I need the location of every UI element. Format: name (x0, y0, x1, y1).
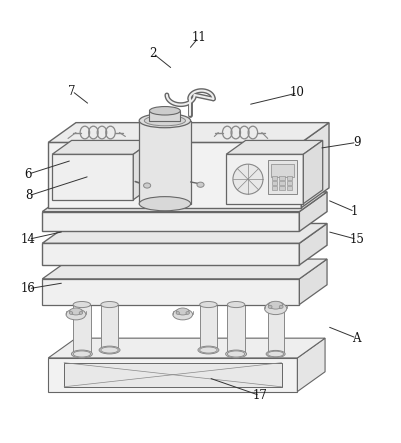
Bar (287, 176, 292, 179)
Polygon shape (150, 111, 180, 120)
Ellipse shape (226, 350, 247, 358)
Ellipse shape (73, 302, 91, 307)
Text: 7: 7 (68, 85, 76, 97)
Ellipse shape (176, 308, 189, 315)
Polygon shape (43, 279, 300, 304)
Text: 10: 10 (290, 86, 305, 100)
Ellipse shape (266, 350, 285, 358)
Polygon shape (43, 212, 300, 231)
Ellipse shape (139, 113, 190, 128)
Polygon shape (226, 140, 323, 154)
Text: 8: 8 (25, 189, 32, 202)
Text: A: A (352, 332, 361, 345)
Ellipse shape (268, 302, 284, 307)
Polygon shape (303, 140, 323, 204)
Polygon shape (301, 123, 329, 208)
Bar (101, 304, 118, 350)
Ellipse shape (198, 346, 219, 354)
Polygon shape (52, 154, 133, 200)
Polygon shape (300, 192, 327, 231)
Ellipse shape (73, 351, 91, 357)
Bar (279, 176, 285, 179)
Ellipse shape (70, 308, 82, 315)
Ellipse shape (99, 346, 120, 354)
Ellipse shape (79, 311, 83, 315)
Ellipse shape (144, 116, 186, 126)
Ellipse shape (101, 347, 118, 353)
Circle shape (233, 164, 263, 194)
Polygon shape (48, 123, 329, 142)
Polygon shape (43, 192, 327, 212)
Ellipse shape (101, 302, 118, 307)
Ellipse shape (268, 351, 284, 357)
Text: 16: 16 (21, 282, 36, 295)
Bar (64, 363, 282, 387)
Bar (272, 181, 277, 185)
Polygon shape (48, 358, 298, 392)
Bar (272, 176, 277, 179)
Bar (287, 181, 292, 185)
Text: 11: 11 (191, 31, 206, 44)
Bar (268, 160, 298, 194)
Ellipse shape (173, 309, 192, 320)
Polygon shape (226, 154, 303, 204)
Text: 17: 17 (252, 389, 267, 402)
Ellipse shape (279, 305, 283, 308)
Text: 15: 15 (349, 233, 364, 246)
Ellipse shape (227, 302, 245, 307)
Bar (268, 304, 284, 354)
Ellipse shape (265, 303, 287, 315)
Ellipse shape (139, 197, 190, 211)
Bar (279, 181, 285, 185)
Ellipse shape (227, 351, 245, 357)
Polygon shape (300, 223, 327, 265)
Bar (200, 304, 217, 350)
Polygon shape (52, 140, 153, 154)
Text: 6: 6 (25, 167, 32, 181)
Text: 14: 14 (21, 233, 36, 246)
Ellipse shape (186, 311, 189, 315)
Ellipse shape (144, 183, 151, 188)
Ellipse shape (69, 311, 73, 315)
Text: 9: 9 (353, 136, 360, 149)
Polygon shape (298, 338, 325, 392)
Polygon shape (139, 120, 190, 204)
Ellipse shape (197, 182, 204, 187)
Ellipse shape (200, 347, 217, 353)
Bar (227, 304, 245, 354)
Bar (287, 187, 292, 190)
Bar (73, 304, 91, 354)
Ellipse shape (150, 106, 180, 115)
Ellipse shape (268, 305, 272, 308)
Polygon shape (43, 259, 327, 279)
Ellipse shape (176, 311, 180, 315)
Ellipse shape (269, 301, 283, 309)
Polygon shape (48, 142, 301, 208)
Polygon shape (43, 243, 300, 265)
Polygon shape (43, 223, 327, 243)
Ellipse shape (71, 350, 92, 358)
Polygon shape (48, 338, 325, 358)
Text: 2: 2 (149, 47, 157, 60)
Text: 1: 1 (351, 205, 358, 218)
Bar (279, 187, 285, 190)
Polygon shape (133, 140, 153, 200)
Bar (272, 187, 277, 190)
Polygon shape (300, 259, 327, 304)
Bar (271, 164, 294, 177)
Ellipse shape (66, 309, 86, 320)
Ellipse shape (200, 302, 217, 307)
